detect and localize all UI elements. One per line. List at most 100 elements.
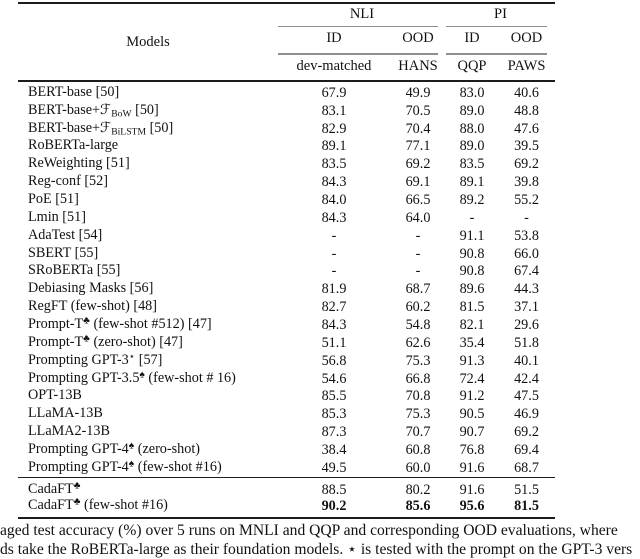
model-name-superscript-mark: ♠ (128, 440, 135, 452)
value-cell-nli-ood: - (415, 245, 421, 262)
value-cell-pi-id: 89.2 (459, 191, 485, 208)
model-name: CadaFT (28, 480, 74, 497)
table-row: BERT-base [50] 67.9 49.9 83.0 40.6 (18, 84, 555, 102)
table-row: Prompt-T♣ (few-shot #512) [47] 84.3 54.8… (18, 316, 555, 334)
model-name-cell: LLaMA2-13B (18, 424, 278, 440)
table-row: Prompting GPT-3.5♠ (few-shot # 16) 54.6 … (18, 369, 555, 388)
model-name: ReWeighting [51] (28, 155, 130, 172)
value-cell-nli-ood: - (415, 227, 421, 244)
table-row: RegFT (few-shot) [48] 82.7 60.2 81.5 37.… (18, 298, 555, 316)
value-cell-nli-id: 83.1 (321, 102, 347, 119)
model-name-superscript-mark: ♣ (73, 496, 81, 508)
table-row: AdaTest [54] - - 91.1 53.8 (18, 227, 555, 245)
value-cell-nli-ood: 80.2 (405, 481, 431, 498)
model-name-suffix: (zero-shot) [47] (89, 333, 183, 350)
value-cell-nli-id: 67.9 (321, 84, 347, 101)
value-cell-pi-id: 89.6 (459, 281, 485, 298)
model-name-cell: SRoBERTa [55] (18, 263, 278, 279)
table-row: Prompt-T♣ (zero-shot) [47] 51.1 62.6 35.… (18, 334, 555, 352)
model-name: LLaMA2-13B (28, 423, 110, 440)
column-header-dev-matched: dev-matched (296, 57, 372, 74)
value-cell-nli-ood: 77.1 (405, 138, 431, 155)
value-cell-pi-ood: 51.8 (514, 334, 539, 351)
caption-line-1: aged test accuracy (%) over 5 runs on MN… (0, 522, 618, 539)
value-cell-pi-id: 72.4 (459, 370, 485, 387)
model-name-suffix: (few-shot # 16) (144, 369, 236, 386)
model-name-cell: ReWeighting [51] (18, 156, 278, 172)
model-name-suffix: [50] (146, 119, 174, 136)
value-cell-pi-ood: 47.5 (514, 388, 539, 405)
table-row: Reg-conf [52] 84.3 69.1 89.1 39.8 (18, 173, 555, 191)
value-cell-nli-ood: 60.2 (405, 299, 431, 316)
model-name-cell: Prompting GPT-3.5♠ (few-shot # 16) (18, 369, 278, 387)
value-cell-nli-ood: 66.8 (405, 370, 431, 387)
value-cell-pi-id: 88.0 (459, 120, 485, 137)
value-cell-nli-ood: 60.8 (405, 442, 431, 458)
results-table: Models NLI PI ID OOD ID OOD dev-matched … (18, 2, 555, 520)
model-name-superscript-mark: ⋆ (128, 351, 136, 363)
subheader-pi-ood: OOD (510, 30, 543, 47)
value-cell-nli-ood: 60.0 (405, 459, 431, 476)
model-name-cell: Prompt-T♣ (zero-shot) [47] (18, 333, 278, 351)
value-cell-nli-ood: 85.6 (405, 498, 431, 515)
model-name-cell: Debiasing Masks [56] (18, 281, 278, 297)
value-cell-pi-id: 81.5 (459, 299, 485, 316)
value-cell-nli-ood: 75.3 (405, 406, 431, 423)
model-name: Prompting GPT-4 (28, 458, 129, 475)
value-cell-nli-id: 89.1 (321, 138, 347, 155)
cmidrule-nli (278, 25, 438, 28)
value-cell-nli-id: - (331, 245, 337, 262)
table-row: Prompting GPT-4♠ (few-shot #16) 49.5 60.… (18, 459, 555, 477)
value-cell-nli-ood: 75.3 (405, 352, 431, 369)
value-cell-nli-id: - (331, 227, 337, 244)
model-name: RegFT (few-shot) [48] (28, 298, 157, 315)
value-cell-pi-id: 89.0 (459, 102, 485, 119)
value-cell-pi-ood: 42.4 (514, 370, 539, 387)
model-name-suffix: (few-shot #16) (80, 497, 168, 514)
model-name: Prompt-T (28, 333, 84, 350)
table-row: PoE [51] 84.0 66.5 89.2 55.2 (18, 191, 555, 209)
model-name-cell: BERT-base+ℱBiLSTM [50] (18, 119, 278, 137)
value-cell-nli-id: 82.7 (321, 299, 347, 316)
value-cell-pi-id: 91.1 (459, 227, 485, 244)
value-cell-pi-id: 90.7 (459, 424, 485, 441)
model-name: PoE [51] (28, 191, 79, 208)
value-cell-pi-ood: 44.3 (514, 281, 539, 298)
table-row: RoBERTa-large 89.1 77.1 89.0 39.5 (18, 138, 555, 156)
model-name: Prompting GPT-3.5 (28, 369, 140, 386)
model-name-subscript: BoW (111, 108, 132, 120)
value-cell-pi-ood: 53.8 (514, 227, 539, 244)
group-header-nli: NLI (349, 6, 375, 23)
value-cell-pi-id: - (469, 209, 475, 226)
value-cell-pi-ood: 47.6 (514, 120, 539, 137)
value-cell-nli-id: 84.3 (321, 174, 347, 191)
model-name-superscript-mark: ♣ (73, 480, 81, 492)
value-cell-pi-id: 91.3 (459, 352, 485, 369)
table-row: SRoBERTa [55] - - 90.8 67.4 (18, 263, 555, 281)
value-cell-pi-ood: 37.1 (514, 299, 539, 316)
value-cell-pi-id: 76.8 (459, 442, 485, 458)
table-row: SBERT [55] - - 90.8 66.0 (18, 245, 555, 263)
value-cell-nli-ood: 70.7 (405, 424, 431, 441)
footer-separator-rule (18, 476, 555, 479)
model-name: Prompting GPT-3 (28, 351, 129, 368)
model-name-cell: RegFT (few-shot) [48] (18, 299, 278, 315)
model-name-suffix: [57] (135, 351, 163, 368)
value-cell-nli-ood: 64.0 (405, 209, 431, 226)
value-cell-nli-ood: 70.4 (405, 120, 431, 137)
value-cell-nli-ood: 70.5 (405, 102, 431, 119)
model-name-cell: AdaTest [54] (18, 228, 278, 244)
model-name: Prompting GPT-4 (28, 441, 129, 458)
value-cell-nli-id: 54.6 (321, 370, 347, 387)
column-header-paws: PAWS (507, 57, 546, 74)
model-name-cell: Lmin [51] (18, 210, 278, 226)
value-cell-pi-id: 91.6 (459, 459, 485, 476)
value-cell-nli-id: 82.9 (321, 120, 347, 137)
table-row: LLaMA-13B 85.3 75.3 90.5 46.9 (18, 405, 555, 423)
value-cell-nli-id: 85.5 (321, 388, 347, 405)
value-cell-nli-ood: 68.7 (405, 281, 431, 298)
model-name-subscript: BiLSTM (111, 126, 147, 137)
cmidrule-pi-2 (446, 53, 547, 55)
model-name-cell: OPT-13B (18, 388, 278, 404)
model-name-cell: SBERT [55] (18, 246, 278, 262)
